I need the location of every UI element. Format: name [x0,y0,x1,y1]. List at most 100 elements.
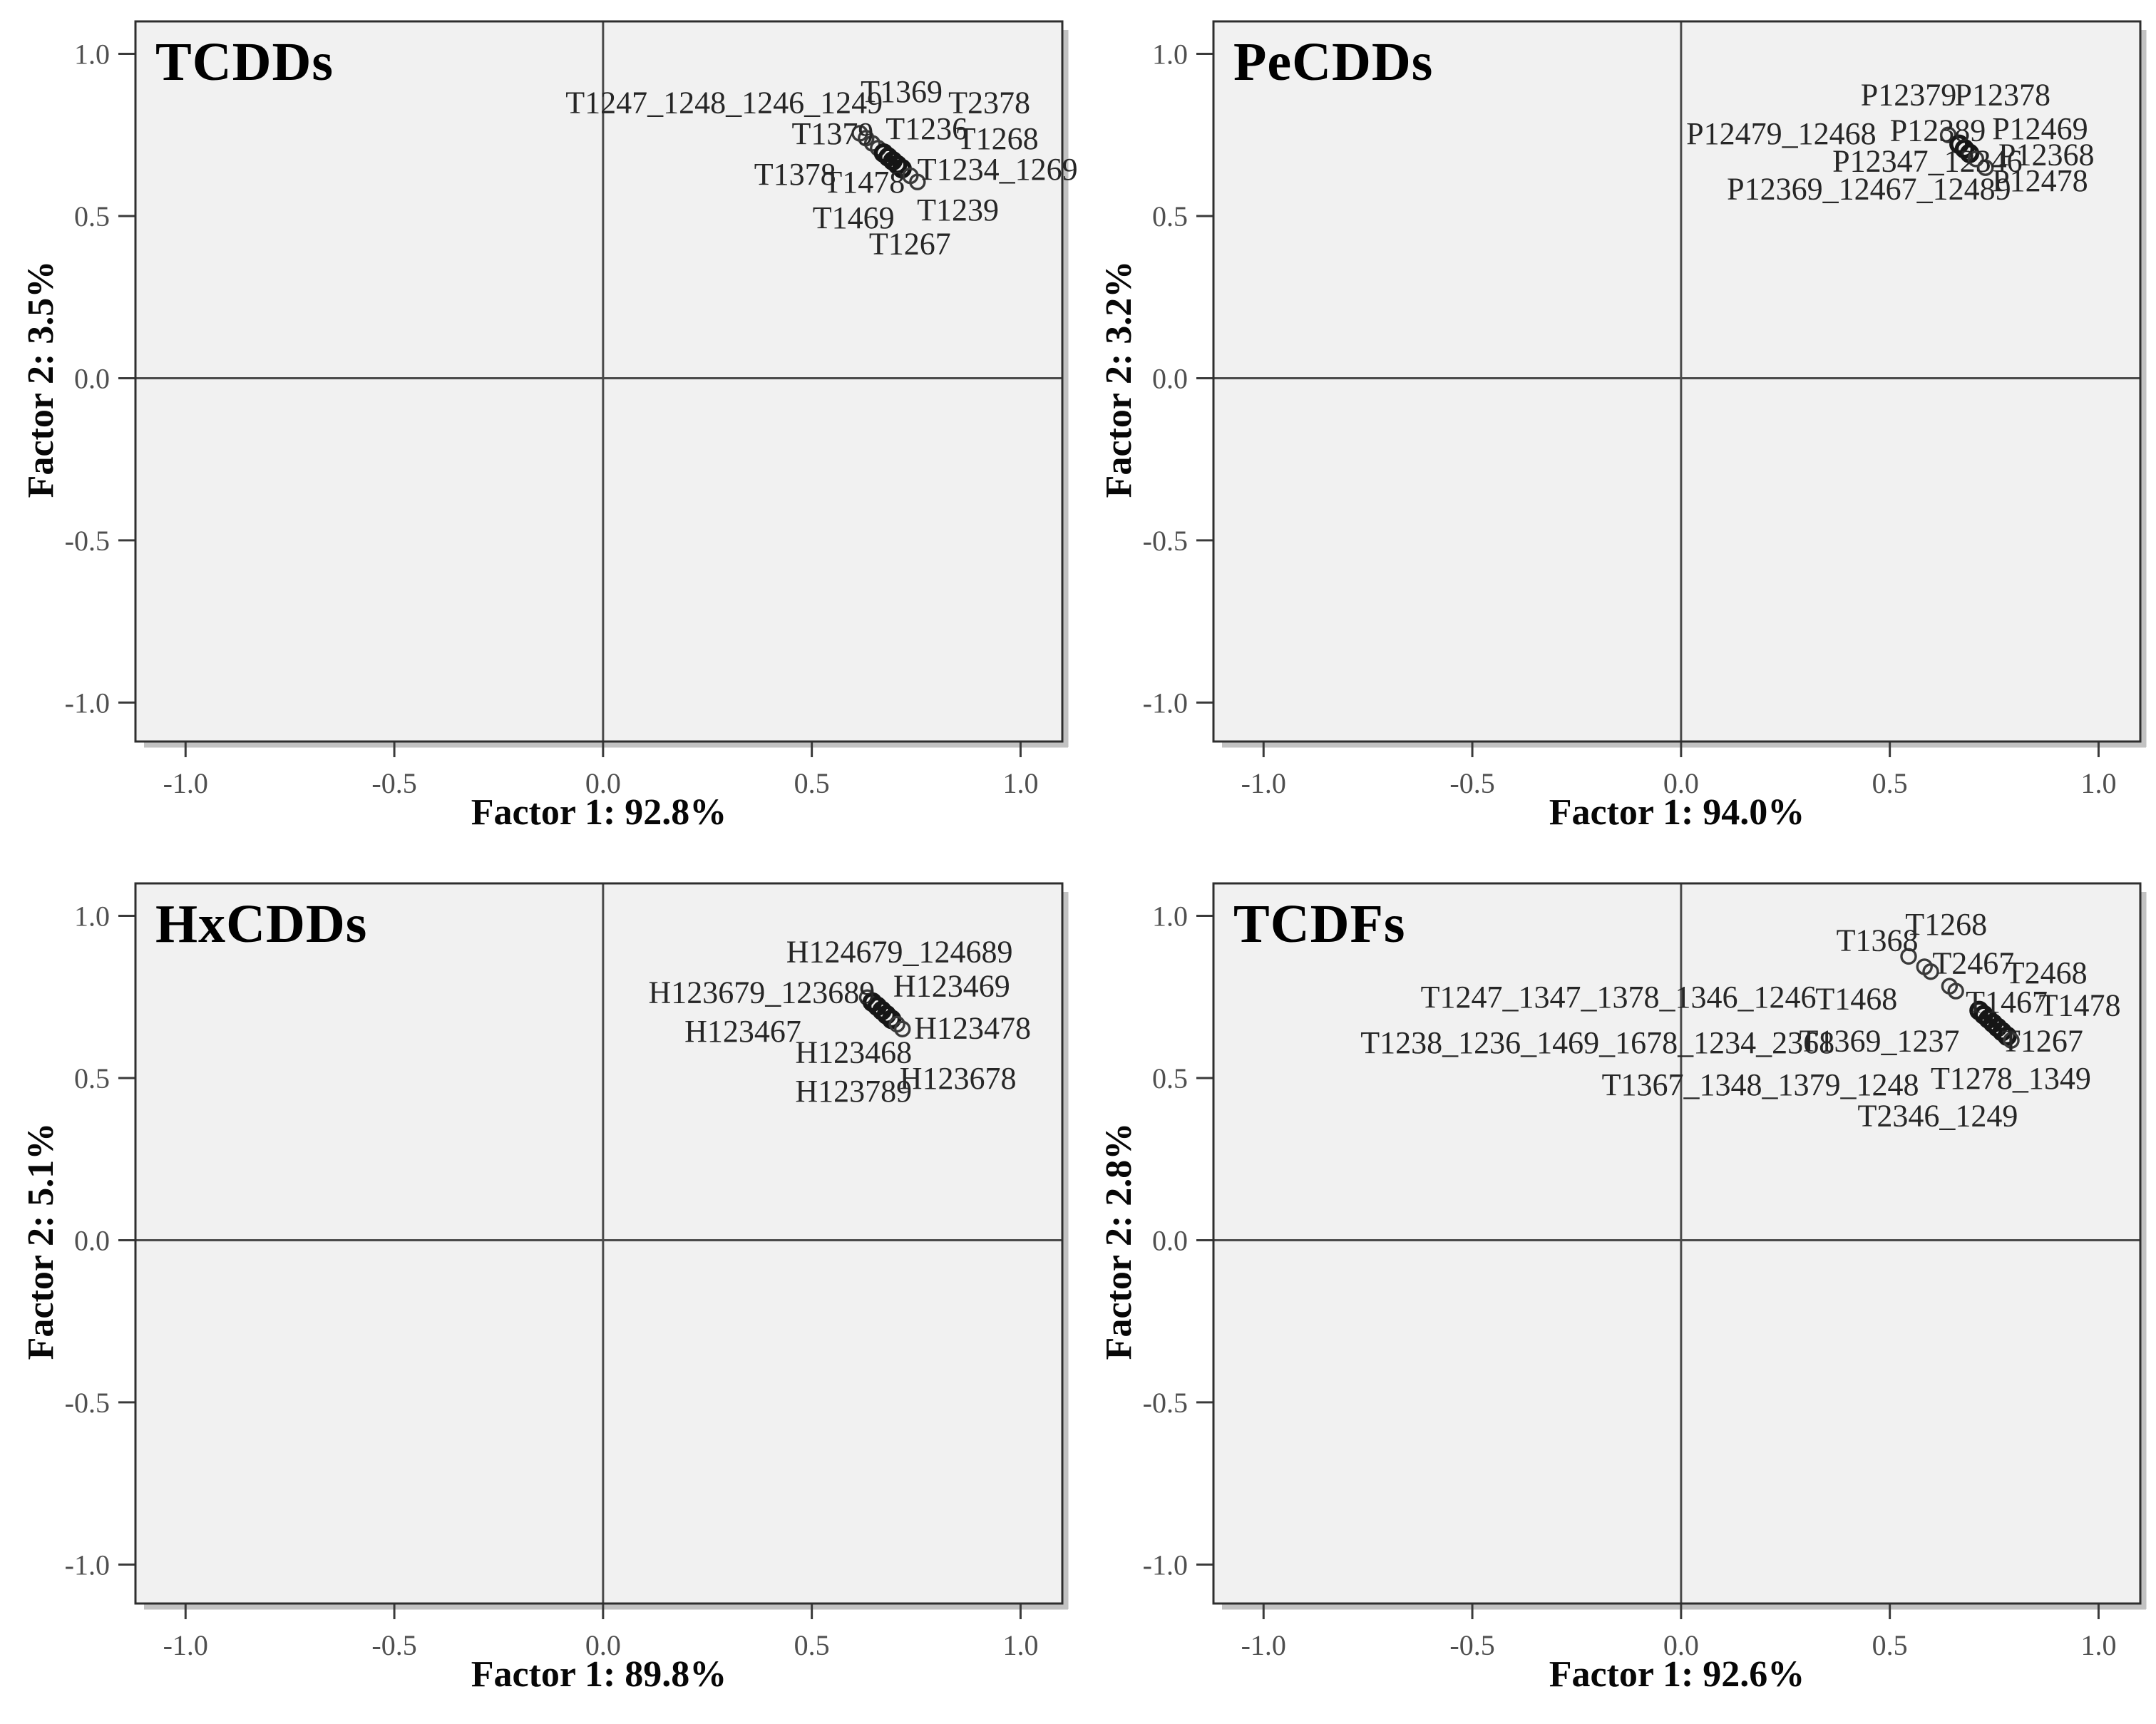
x-tick-label: 1.0 [2080,1629,2116,1661]
point-label: T2378 [948,86,1030,120]
point-label: T1238_1236_1469_1678_1234_2368 [1360,1025,1834,1060]
tcdds-scatter-plot: -1.0 -1.0 -0.5 -0.5 0.0 0.0 0.5 0.5 1.0 1.0 T1247_… [65,20,1078,799]
point-label: T1367_1348_1379_1248 [1602,1067,1919,1102]
panel-tcdds: -1.0 -1.0 -0.5 -0.5 0.0 0.0 0.5 0.5 1.0 1.0 T1247_… [0,0,1078,862]
point-label: T2467 [1932,945,2014,980]
point-label: H123678 [900,1061,1017,1096]
plot-frame [134,882,1064,1605]
y-tick-label: 0.0 [1152,1224,1188,1256]
point-label: P12379 [1861,77,1956,112]
data-point [1997,1026,2017,1047]
point-label: T1379 [791,116,873,151]
point-label: T1247_1248_1246_1249 [565,86,883,120]
y-axis-title-pecdds: Factor 2: 3.2% [1099,260,1139,498]
point-label: T1267 [869,227,951,262]
y-tick-label: -1.0 [65,1549,110,1581]
y-tick-label: -1.0 [1143,687,1188,719]
point-label: T1268 [1905,907,1987,942]
data-point [888,1015,905,1033]
point-label: T1247_1347_1378_1346_1246 [1421,980,1817,1015]
y-tick-label: -0.5 [1143,525,1188,557]
point-label: T1467 [1966,985,2048,1020]
point-label: P12368 [1998,138,2094,173]
data-point [909,173,926,190]
x-tick-label: 0.0 [585,1629,621,1661]
x-tick-label: 0.0 [585,767,621,799]
plot-background [135,883,1062,1604]
y-tick-label: 0.5 [74,1062,110,1094]
x-tick-label: 0.5 [794,1629,830,1661]
x-tick-label: -1.0 [1241,1629,1286,1661]
hxcdds-scatter-plot: -1.0 -1.0 -0.5 -0.5 0.0 0.0 0.5 0.5 1.0 1.0 H12467… [65,882,1069,1661]
point-label: H123478 [914,1010,1031,1045]
data-point [1922,963,1939,980]
point-label: P12389 [1890,113,1986,148]
point-label: P12378 [1955,77,2050,112]
x-tick-label: -1.0 [163,767,208,799]
x-tick-label: 0.5 [1872,1629,1908,1661]
point-label: H123469 [893,968,1010,1003]
point-label: T1378 [754,157,836,192]
y-tick-label: 0.5 [1152,200,1188,232]
y-tick-label: 1.0 [1152,38,1188,70]
point-label: T2468 [2006,955,2088,990]
point-label: P12369_12467_12489 [1727,171,2011,206]
panel-hxcdds: -1.0 -1.0 -0.5 -0.5 0.0 0.0 0.5 0.5 1.0 1.0 H12467… [0,862,1078,1724]
plot-background [1213,21,2140,742]
data-point [1967,150,1984,168]
point-label: H123467 [684,1014,801,1049]
panel-title-pecdds: PeCDDs [1233,32,1434,92]
x-axis-title-tcdfs: Factor 1: 92.6% [1549,1654,1805,1695]
y-axis-title-hxcdds: Factor 2: 5.1% [21,1122,61,1360]
data-point [1947,982,1964,1000]
x-tick-label: -0.5 [1449,1629,1494,1661]
x-axis-title-tcdds: Factor 1: 92.8% [471,792,727,833]
tcdfs-scatter-plot: -1.0-1.0-0.5-0.50.00.00.50.51.01.0T1368T… [1143,882,2147,1661]
panel-title-tcdds: TCDDs [155,32,334,92]
point-label: T1369_1237 [1800,1024,1960,1059]
y-tick-label: -1.0 [65,687,110,719]
panel-pecdds: -1.0 -1.0 -0.5 -0.5 0.0 0.0 0.5 0.5 1.0 1.0 P12379… [1078,0,2156,862]
plot-background [135,21,1062,742]
x-tick-label: 0.5 [794,767,830,799]
y-tick-label: -0.5 [1143,1387,1188,1419]
plot-frame [1212,20,2142,743]
data-point [1900,948,1917,965]
point-label: P12347_12346 [1832,144,2022,179]
y-tick-label: -0.5 [65,1387,110,1419]
point-label: T2346_1249 [1858,1098,2018,1133]
point-label: P12479_12468 [1686,116,1876,151]
panel-tcdfs: -1.0 -1.0 -0.5 -0.5 0.0 0.0 0.5 0.5 1.0 1.0 T1368 T… [1078,862,2156,1724]
data-point [1977,159,1994,176]
point-label: T1368 [1837,923,1919,958]
x-tick-label: 1.0 [1002,1629,1038,1661]
point-label: H124679_124689 [786,935,1013,970]
point-label: T1369 [861,74,943,109]
plot-frame [134,20,1064,743]
point-label: T1478 [823,165,905,200]
panel-title-tcdfs: TCDFs [1233,894,1406,954]
panel-title-hxcdds: HxCDDs [155,894,368,954]
y-axis-title-tcdfs: Factor 2: 2.8% [1099,1122,1139,1360]
y-tick-label: -0.5 [65,525,110,557]
x-axis-title-pecdds: Factor 1: 94.0% [1549,792,1805,833]
x-tick-label: 0.0 [1663,1629,1699,1661]
x-tick-label: -0.5 [371,1629,416,1661]
y-tick-label: -1.0 [1143,1549,1188,1581]
x-tick-label: -0.5 [1449,767,1494,799]
x-tick-label: -1.0 [163,1629,208,1661]
point-label: T1468 [1815,982,1897,1017]
y-tick-label: 0.0 [74,362,110,394]
point-label: T1236 [885,111,967,146]
y-tick-label: 1.0 [74,900,110,932]
point-label: T1469 [813,200,895,235]
y-tick-label: 0.5 [1152,1062,1188,1094]
data-point [2003,1032,2020,1049]
y-tick-label: 0.5 [74,200,110,232]
y-axis-title-tcdds: Factor 2: 3.5% [21,260,61,498]
x-tick-label: -0.5 [371,767,416,799]
x-axis-title-hxcdds: Factor 1: 89.8% [471,1654,727,1695]
point-label: H123789 [795,1074,912,1109]
x-tick-label: -1.0 [1241,767,1286,799]
